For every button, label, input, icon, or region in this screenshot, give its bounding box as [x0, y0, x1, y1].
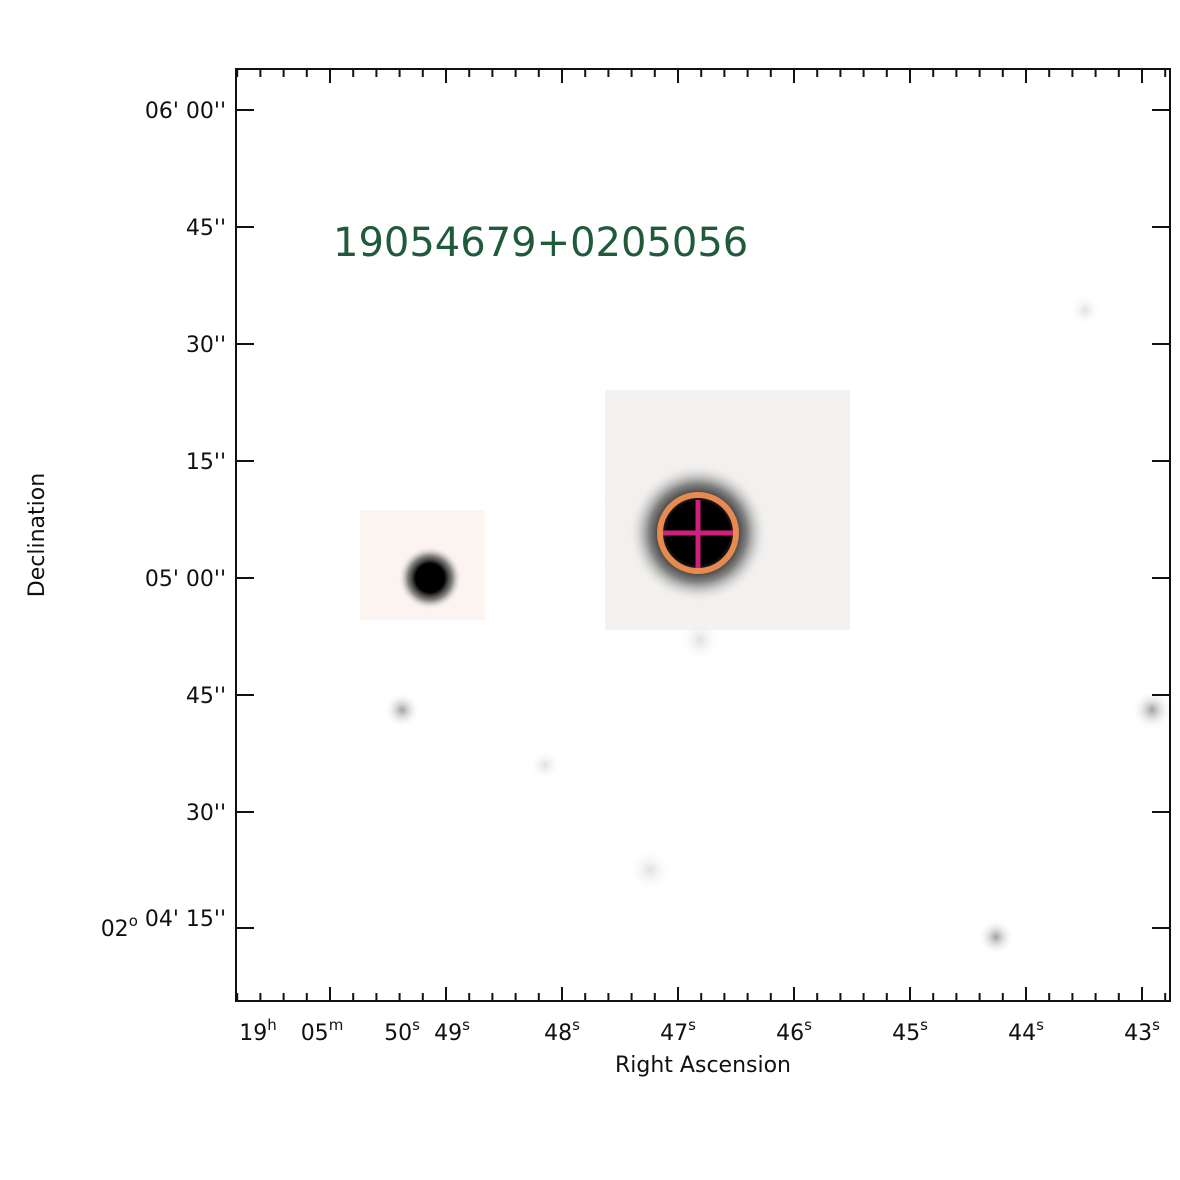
tick-sup: s	[1152, 1016, 1160, 1034]
tick-sup: s	[572, 1016, 580, 1034]
sky-image	[360, 294, 1172, 955]
star	[398, 546, 462, 610]
tick-label: 30''	[186, 333, 226, 358]
tick-text: 45''	[186, 684, 226, 709]
tick-label: 30''	[186, 801, 226, 826]
target-circle	[657, 492, 739, 574]
tick-label: 43s	[1124, 1016, 1160, 1046]
tick-text: 46	[776, 1021, 804, 1046]
star	[628, 848, 672, 892]
tick-text: 06' 00''	[145, 99, 226, 124]
tick-sup: s	[920, 1016, 928, 1034]
tick-sup: s	[688, 1016, 696, 1034]
star	[384, 692, 420, 728]
ticks: 06' 00'' 45'' 30'' 15'' 05' 00'' 45'' 30'' 02o …	[101, 69, 1170, 1046]
tick-label: 47s	[660, 1016, 696, 1046]
tick-text: 30''	[186, 801, 226, 826]
star	[1069, 294, 1101, 326]
tick-label: 48s	[544, 1016, 580, 1046]
tick-text: 50	[384, 1021, 412, 1046]
tick-sup: s	[462, 1016, 470, 1034]
tick-label: 46s	[776, 1016, 812, 1046]
tick-text: 49	[434, 1021, 462, 1046]
frame	[235, 68, 1171, 1002]
star	[529, 749, 561, 781]
tick-text: 02	[101, 917, 129, 942]
tick-label: 02o 04' 15''	[101, 907, 226, 942]
tick-label: 05m	[301, 1016, 344, 1046]
tick-label: 50s	[384, 1016, 420, 1046]
tick-sup: m	[329, 1016, 344, 1034]
tick-label: 44s	[1008, 1016, 1044, 1046]
tick-label: 15''	[186, 450, 226, 475]
tick-text: 43	[1124, 1021, 1152, 1046]
tick-text: 05	[301, 1021, 329, 1046]
tick-label: 05' 00''	[145, 567, 226, 592]
target-label: 19054679+0205056	[333, 220, 748, 266]
tick-text: 48	[544, 1021, 572, 1046]
tick-sup: h	[267, 1016, 277, 1034]
tick-label: 06' 00''	[145, 99, 226, 124]
tick-sup: s	[412, 1016, 420, 1034]
star	[1132, 690, 1172, 730]
tick-text: 45	[892, 1021, 920, 1046]
tick-sup: s	[804, 1016, 812, 1034]
star	[978, 919, 1014, 955]
star	[678, 618, 722, 662]
tick-text: 19	[239, 1021, 267, 1046]
tick-label: 45''	[186, 684, 226, 709]
tick-text: 44	[1008, 1021, 1036, 1046]
tick-sup: o	[129, 912, 138, 930]
x-axis-title: Right Ascension	[615, 1053, 791, 1078]
tick-text: 04' 15''	[138, 907, 226, 932]
tick-label: 49s	[434, 1016, 470, 1046]
tick-text: 05' 00''	[145, 567, 226, 592]
tick-sup: s	[1036, 1016, 1044, 1034]
y-axis-title: Declination	[25, 473, 50, 597]
tick-label: 19h	[239, 1016, 277, 1046]
tick-text: 45''	[186, 216, 226, 241]
tick-text: 47	[660, 1021, 688, 1046]
tick-label: 45''	[186, 216, 226, 241]
tick-text: 15''	[186, 450, 226, 475]
tick-label: 45s	[892, 1016, 928, 1046]
tick-text: 30''	[186, 333, 226, 358]
